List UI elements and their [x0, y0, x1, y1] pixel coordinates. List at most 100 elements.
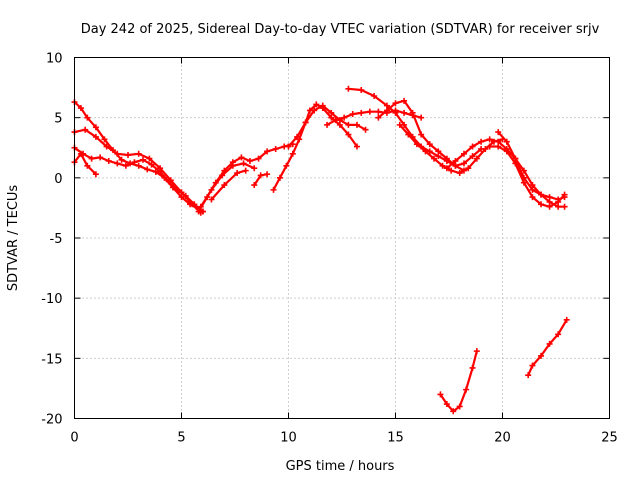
data-point-track-3 — [97, 154, 104, 161]
data-point-track-5 — [272, 145, 279, 152]
data-point-track-12 — [345, 85, 352, 92]
data-point-track-10 — [319, 102, 326, 109]
data-point-track-5 — [264, 148, 271, 155]
data-point-track-14 — [396, 121, 403, 128]
y-axis-label: SDTVAR / TECUs — [6, 185, 21, 292]
y-tick-label: 0 — [54, 172, 62, 187]
x-axis-label: GPS time / hours — [286, 459, 395, 474]
data-point-track-14 — [439, 162, 446, 169]
data-point-track-15 — [478, 138, 485, 145]
data-point-track-13 — [375, 114, 382, 121]
data-point-track-4 — [84, 162, 91, 169]
data-point-track-9 — [345, 131, 352, 138]
data-point-track-1 — [135, 162, 142, 169]
data-point-track-6 — [197, 203, 204, 210]
data-point-track-6 — [240, 160, 247, 167]
series-line-track-17 — [488, 145, 566, 208]
axis-ticks: 0 5 10 15 20 25 -20 -15 -10 -5 0 5 10 — [41, 52, 618, 446]
data-point-track-1 — [101, 136, 108, 143]
x-tick-label: 5 — [177, 431, 185, 446]
data-point-track-14 — [465, 165, 472, 172]
data-point-track-10 — [311, 107, 318, 114]
data-point-track-16 — [538, 191, 545, 198]
data-point-track-2 — [114, 150, 121, 157]
data-point-track-13 — [383, 107, 390, 114]
data-point-track-17 — [486, 143, 493, 150]
data-point-track-2 — [82, 126, 89, 133]
data-point-track-11 — [341, 114, 348, 121]
data-point-track-5 — [238, 154, 245, 161]
data-point-track-12 — [460, 160, 467, 167]
data-point-track-13 — [401, 97, 408, 104]
data-point-track-5 — [195, 208, 202, 215]
data-point-track-9 — [283, 162, 290, 169]
data-point-track-18 — [473, 348, 480, 355]
data-point-track-3 — [131, 159, 138, 166]
data-series-group — [71, 85, 570, 415]
data-point-track-2 — [103, 143, 110, 150]
x-tick-label: 25 — [601, 431, 618, 446]
data-point-track-12 — [358, 86, 365, 93]
data-point-track-14 — [431, 155, 438, 162]
data-point-track-17 — [503, 148, 510, 155]
data-point-track-19 — [525, 372, 532, 379]
data-point-track-11 — [324, 121, 331, 128]
data-point-track-1 — [77, 105, 84, 112]
data-point-track-2 — [92, 133, 99, 140]
data-point-track-14 — [422, 148, 429, 155]
data-point-track-3 — [191, 201, 198, 208]
data-point-track-17 — [555, 198, 562, 205]
data-point-track-3 — [148, 161, 155, 168]
x-tick-label: 15 — [387, 431, 404, 446]
series-line-track-6 — [199, 162, 256, 208]
y-tick-label: -5 — [50, 232, 63, 247]
data-point-track-16 — [503, 138, 510, 145]
data-point-track-9 — [353, 143, 360, 150]
data-point-track-19 — [538, 352, 545, 359]
data-point-track-1 — [92, 124, 99, 131]
series-line-track-10 — [287, 104, 367, 148]
data-point-track-15 — [561, 203, 568, 210]
data-point-track-11 — [401, 109, 408, 116]
grid-lines — [74, 57, 610, 419]
data-point-track-3 — [182, 192, 189, 199]
data-point-track-18 — [456, 403, 463, 410]
data-point-track-3 — [88, 155, 95, 162]
data-point-track-11 — [358, 109, 365, 116]
data-point-track-12 — [469, 153, 476, 160]
series-line-track-7 — [210, 169, 247, 201]
data-point-track-11 — [418, 114, 425, 121]
data-point-track-7 — [208, 196, 215, 203]
data-point-track-14 — [482, 145, 489, 152]
data-point-track-9 — [313, 101, 320, 108]
data-point-track-5 — [255, 155, 262, 162]
data-point-track-13 — [392, 100, 399, 107]
data-point-track-1 — [118, 156, 125, 163]
data-point-track-17 — [520, 179, 527, 186]
data-point-track-13 — [435, 148, 442, 155]
x-tick-label: 10 — [280, 431, 297, 446]
data-point-track-16 — [529, 186, 536, 193]
x-tick-label: 0 — [70, 431, 78, 446]
series-line-track-3 — [73, 146, 204, 213]
data-point-track-19 — [546, 340, 553, 347]
data-point-track-3 — [122, 162, 129, 169]
data-point-track-6 — [208, 186, 215, 193]
data-point-track-4 — [77, 150, 84, 157]
data-point-track-15 — [460, 150, 467, 157]
data-point-track-16 — [546, 194, 553, 201]
data-point-track-17 — [512, 160, 519, 167]
data-point-track-18 — [463, 386, 470, 393]
data-point-track-14 — [448, 167, 455, 174]
data-point-track-18 — [443, 401, 450, 408]
data-point-track-11 — [366, 108, 373, 115]
data-point-track-19 — [555, 331, 562, 338]
data-point-track-13 — [426, 141, 433, 148]
data-point-track-14 — [413, 141, 420, 148]
data-point-track-11 — [375, 108, 382, 115]
series-line-track-4 — [73, 152, 98, 176]
data-point-track-18 — [450, 408, 457, 415]
data-point-track-6 — [219, 172, 226, 179]
